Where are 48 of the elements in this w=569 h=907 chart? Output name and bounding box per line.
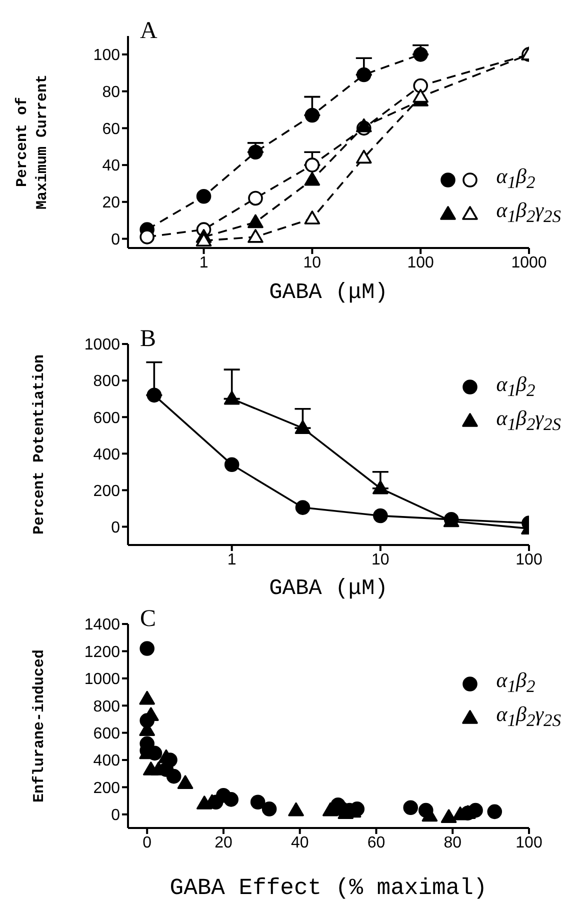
x-axis-title: GABA Effect (% maximal): [170, 875, 488, 901]
y-tick-label: 0: [111, 807, 120, 824]
legend-label: α$_{1}$β$_{2}$γ$_{2S}$: [496, 198, 561, 228]
y-tick-label: 400: [93, 752, 120, 770]
x-tick-label: 80: [444, 834, 462, 852]
y-axis-title: Percent of Maximum Current: [14, 74, 51, 210]
y-tick-label: 80: [102, 84, 120, 101]
y-tick-label: 800: [93, 698, 120, 716]
legend-label: α$_{1}$β$_{2}$γ$_{2S}$: [496, 406, 561, 435]
y-tick-label: 1000: [84, 671, 120, 688]
y-tick-label: 1400: [84, 616, 120, 634]
x-tick-label: 100: [407, 254, 434, 272]
y-tick-label: 1000: [84, 336, 120, 354]
legend-label: α$_{1}$β$_{2}$γ$_{2S}$: [496, 702, 561, 732]
y-axis-title: Percent Potentiation: [31, 354, 48, 535]
y-tick-label: 40: [102, 158, 120, 175]
x-tick-label: 1000: [511, 254, 547, 272]
legend-label: α$_{1}$β$_{2}$: [496, 164, 536, 194]
y-tick-label: 100: [93, 47, 120, 64]
y-tick-label: 800: [93, 373, 120, 390]
x-tick-label: 100: [516, 551, 542, 568]
y-tick-label: 60: [102, 120, 120, 138]
y-tick-label: 600: [93, 725, 120, 742]
legend-label: α$_{1}$β$_{2}$: [496, 668, 536, 698]
legend-label: α$_{1}$β$_{2}$: [496, 372, 536, 401]
chart-title: A: [140, 18, 158, 45]
y-tick-label: 0: [111, 519, 120, 536]
chart-title: B: [140, 326, 156, 353]
x-axis-title: GABA (μM): [269, 576, 388, 601]
x-tick-label: 10: [303, 254, 322, 272]
y-tick-label: 400: [93, 446, 120, 464]
chart-title: C: [140, 606, 156, 633]
y-tick-label: 200: [93, 482, 120, 500]
y-tick-label: 600: [93, 410, 120, 427]
x-tick-label: 1: [199, 254, 208, 272]
x-tick-label: 40: [290, 834, 309, 852]
y-tick-label: 200: [93, 780, 120, 797]
y-axis-title: Enflurane-induced: [31, 649, 48, 803]
x-tick-label: 0: [142, 834, 152, 852]
x-tick-label: 1: [227, 551, 236, 568]
x-tick-label: 60: [367, 834, 386, 852]
y-tick-label: 20: [102, 194, 120, 212]
y-tick-label: 1200: [84, 644, 120, 661]
y-tick-label: 0: [111, 231, 120, 248]
x-tick-label: 20: [214, 834, 232, 852]
x-tick-label: 10: [372, 551, 390, 568]
x-tick-label: 100: [516, 834, 542, 852]
x-axis-title: GABA (μM): [269, 280, 388, 305]
